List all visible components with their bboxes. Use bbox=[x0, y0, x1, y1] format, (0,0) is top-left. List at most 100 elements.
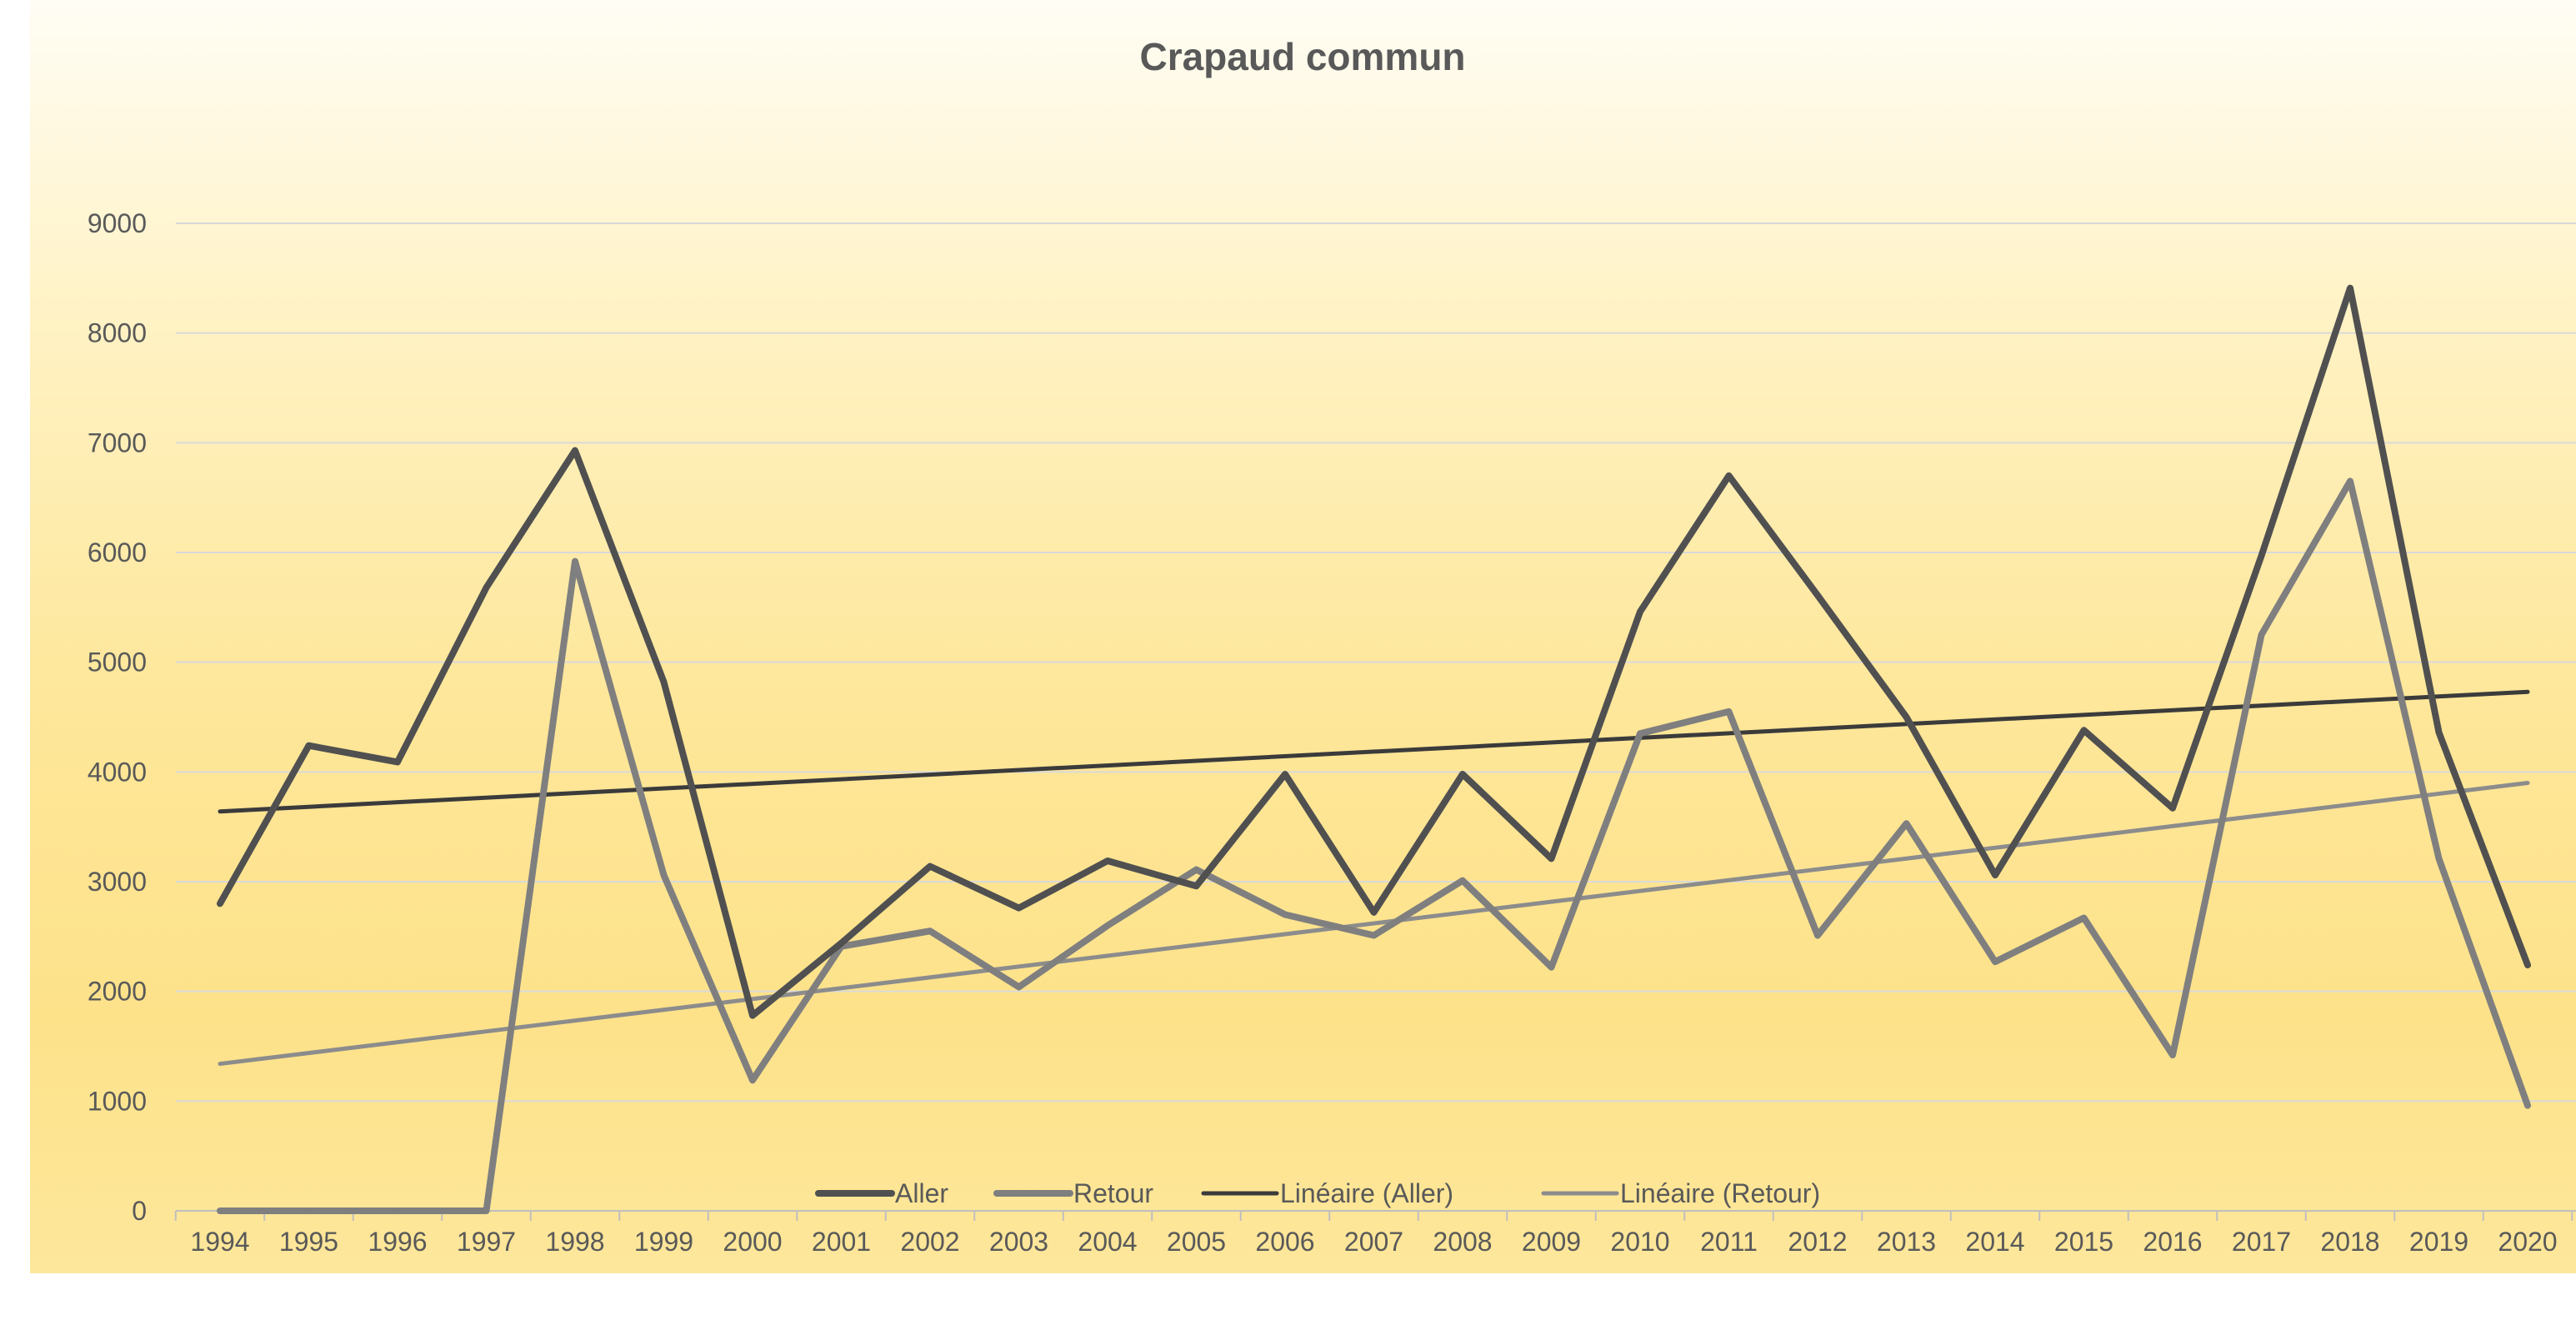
data-point-retour bbox=[1460, 878, 1465, 883]
legend-label: Aller bbox=[895, 1178, 948, 1208]
data-point-aller bbox=[1815, 592, 1820, 598]
data-point-retour bbox=[2436, 856, 2442, 862]
data-point-aller bbox=[1371, 909, 1377, 915]
data-point-aller bbox=[1105, 858, 1110, 863]
x-tick-label: 2017 bbox=[2232, 1227, 2291, 1257]
data-point-retour bbox=[750, 1078, 755, 1083]
data-point-aller bbox=[838, 940, 844, 946]
data-point-retour bbox=[306, 1208, 312, 1213]
x-axis bbox=[174, 1210, 2576, 1221]
x-tick-label: 2019 bbox=[2409, 1227, 2468, 1257]
data-point-retour bbox=[1726, 708, 1732, 714]
data-point-aller bbox=[1283, 771, 1288, 777]
data-point-retour bbox=[2348, 478, 2353, 484]
y-tick-label: 0 bbox=[132, 1196, 147, 1226]
data-point-aller bbox=[218, 901, 223, 907]
data-point-retour bbox=[395, 1208, 400, 1213]
data-point-retour bbox=[928, 928, 933, 934]
chart-title: Crapaud commun bbox=[1139, 35, 1465, 78]
data-point-retour bbox=[1993, 959, 1998, 965]
legend-label: Linéaire (Aller) bbox=[1280, 1178, 1453, 1208]
data-point-retour bbox=[1815, 932, 1820, 938]
x-tick-label: 2005 bbox=[1167, 1227, 1226, 1257]
data-point-retour bbox=[1548, 964, 1554, 970]
x-tick-label: 2015 bbox=[2054, 1227, 2113, 1257]
x-tick-label: 2002 bbox=[900, 1227, 959, 1257]
data-point-retour bbox=[218, 1208, 223, 1213]
x-tick-label: 1994 bbox=[190, 1227, 249, 1257]
trendline-lin-aire-retour bbox=[218, 781, 2530, 1067]
data-point-retour bbox=[1016, 984, 1022, 990]
data-series bbox=[217, 284, 2531, 1214]
series-line-aller bbox=[217, 284, 2531, 1019]
trendline-lin-aire-aller bbox=[218, 689, 2530, 814]
data-point-retour bbox=[483, 1208, 489, 1213]
x-tick-label: 1999 bbox=[634, 1227, 693, 1257]
y-tick-label: 8000 bbox=[88, 318, 147, 348]
y-axis-ticks: 0 1000 2000 3000 4000 5000 6000 7000 8000 9000 bbox=[88, 208, 147, 1226]
data-point-aller bbox=[1993, 872, 1998, 878]
data-point-aller bbox=[2170, 805, 2175, 811]
x-tick-label: 2011 bbox=[1700, 1227, 1758, 1257]
data-point-retour bbox=[2170, 1052, 2175, 1058]
data-point-aller bbox=[2348, 285, 2353, 291]
x-tick-label: 2006 bbox=[1255, 1227, 1314, 1257]
legend-label: Retour bbox=[1073, 1178, 1153, 1208]
x-tick-label: 2016 bbox=[2143, 1227, 2202, 1257]
data-point-aller bbox=[573, 448, 578, 453]
gridlines bbox=[176, 222, 2576, 1102]
y-tick-label: 2000 bbox=[88, 977, 147, 1007]
x-tick-label: 2008 bbox=[1433, 1227, 1492, 1257]
data-point-retour bbox=[1638, 731, 1643, 737]
y-tick-label: 6000 bbox=[88, 538, 147, 568]
x-tick-label: 1995 bbox=[279, 1227, 338, 1257]
y-tick-label: 7000 bbox=[88, 428, 147, 458]
data-point-aller bbox=[750, 1012, 755, 1018]
data-point-aller bbox=[1016, 905, 1022, 911]
data-point-aller bbox=[661, 679, 667, 685]
x-tick-label: 2007 bbox=[1344, 1227, 1403, 1257]
x-tick-label: 2004 bbox=[1078, 1227, 1137, 1257]
x-tick-label: 1996 bbox=[368, 1227, 427, 1257]
x-tick-label: 2000 bbox=[723, 1227, 782, 1257]
x-tick-label: 2018 bbox=[2320, 1227, 2379, 1257]
y-tick-label: 5000 bbox=[88, 648, 147, 678]
chart-area: Crapaud commun 0 1000 2000 3000 4000 5000 6000… bbox=[30, 0, 2576, 1273]
x-tick-label: 2012 bbox=[1788, 1227, 1847, 1257]
data-point-aller bbox=[1193, 883, 1199, 889]
x-tick-label: 2003 bbox=[989, 1227, 1048, 1257]
y-tick-label: 1000 bbox=[88, 1086, 147, 1116]
data-point-aller bbox=[306, 742, 312, 748]
data-point-retour bbox=[661, 872, 667, 878]
y-tick-label: 4000 bbox=[88, 757, 147, 787]
data-point-retour bbox=[1283, 912, 1288, 918]
x-tick-label: 2001 bbox=[812, 1227, 871, 1257]
data-point-aller bbox=[1548, 856, 1554, 862]
data-point-retour bbox=[1105, 922, 1110, 928]
data-point-retour bbox=[2258, 632, 2264, 638]
trendlines bbox=[218, 689, 2530, 1067]
data-point-retour bbox=[1193, 867, 1199, 872]
data-point-aller bbox=[1726, 472, 1732, 478]
x-tick-label: 1997 bbox=[457, 1227, 516, 1257]
x-tick-label: 1998 bbox=[545, 1227, 604, 1257]
data-point-aller bbox=[2258, 552, 2264, 558]
data-point-retour bbox=[1903, 821, 1909, 827]
legend-label: Linéaire (Retour) bbox=[1620, 1178, 1820, 1208]
x-tick-label: 2020 bbox=[2498, 1227, 2557, 1257]
data-point-retour bbox=[2525, 1102, 2530, 1108]
legend: Aller Retour Linéaire (Aller) Linéaire (Ret… bbox=[815, 1178, 1820, 1208]
line-chart: Crapaud commun 0 1000 2000 3000 4000 5000 6000… bbox=[88, 35, 2576, 1257]
data-point-aller bbox=[1460, 771, 1465, 777]
y-tick-label: 3000 bbox=[88, 867, 147, 897]
data-point-aller bbox=[483, 585, 489, 591]
data-point-aller bbox=[2081, 728, 2087, 733]
x-tick-label: 2009 bbox=[1522, 1227, 1581, 1257]
x-tick-label: 2014 bbox=[1965, 1227, 2024, 1257]
x-axis-ticks: 1994 1995 1996 1997 1998 1999 2000 2001 2002 2003… bbox=[190, 1227, 2557, 1257]
data-point-aller bbox=[2525, 962, 2530, 968]
y-tick-label: 9000 bbox=[88, 208, 147, 238]
x-tick-label: 2013 bbox=[1877, 1227, 1936, 1257]
data-point-aller bbox=[395, 759, 400, 765]
data-point-retour bbox=[2081, 915, 2087, 921]
